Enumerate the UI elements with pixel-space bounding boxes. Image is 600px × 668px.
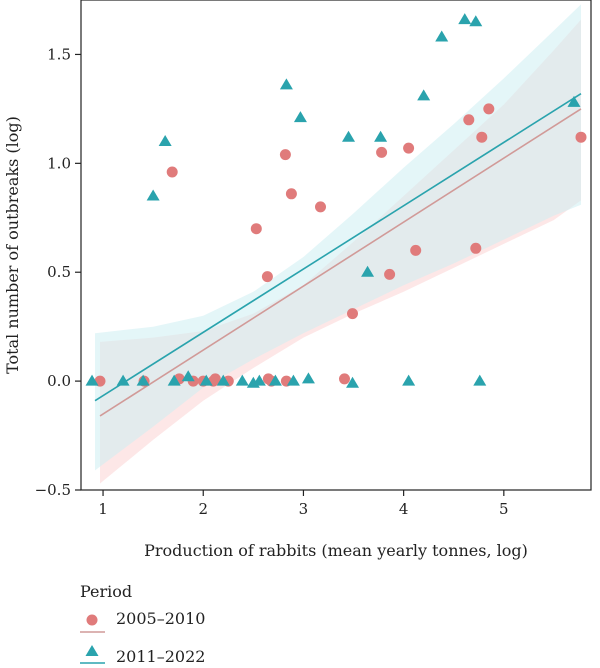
point-2011-2022: [458, 13, 472, 25]
point-2005-2010: [476, 131, 488, 143]
point-2011-2022: [199, 374, 213, 386]
y-tick-label: 0.5: [47, 263, 71, 281]
point-2005-2010: [315, 201, 326, 213]
point-2011-2022: [435, 30, 449, 42]
point-2005-2010: [339, 373, 350, 385]
point-2011-2022: [279, 78, 293, 90]
x-axis-title: Production of rabbits (mean yearly tonne…: [144, 541, 528, 560]
point-2011-2022: [374, 130, 388, 142]
point-2005-2010: [250, 223, 262, 235]
point-2011-2022: [116, 374, 130, 386]
point-2011-2022: [167, 374, 181, 386]
point-2011-2022: [286, 374, 300, 386]
point-2011-2022: [158, 135, 172, 147]
y-axis-title: Total number of outbreaks (log): [3, 116, 22, 374]
fit-lines: [94, 92, 582, 417]
point-2005-2010: [463, 114, 475, 126]
x-tick-label: 2: [198, 500, 208, 518]
legend-key-2011-2022: [80, 645, 105, 664]
point-2011-2022: [469, 15, 483, 27]
point-2005-2010: [483, 103, 495, 115]
point-2005-2010: [209, 373, 221, 385]
plot-frame: [80, 0, 592, 491]
point-2005-2010: [376, 146, 388, 158]
data-points: [85, 13, 587, 388]
point-2011-2022: [216, 374, 230, 386]
legend-marker-2011-2022: [85, 645, 99, 656]
point-2005-2010: [575, 131, 587, 143]
y-tick-label: −0.5: [35, 481, 71, 499]
x-tick-label: 3: [299, 500, 309, 518]
point-2011-2022: [301, 372, 315, 384]
point-2011-2022: [235, 374, 249, 386]
point-2011-2022: [473, 374, 487, 386]
fit-line-2005-2010: [99, 108, 582, 417]
y-tick-label: 0.0: [47, 372, 71, 390]
point-2011-2022: [567, 95, 581, 107]
point-2005-2010: [261, 271, 273, 283]
point-2005-2010: [384, 268, 396, 280]
point-2011-2022: [293, 111, 307, 123]
point-2011-2022: [402, 374, 416, 386]
confidence-band-2011-2022: [95, 4, 581, 471]
legend-label-2011-2022: 2011–2022: [116, 647, 205, 666]
point-2011-2022: [85, 374, 99, 386]
legend-key-2005-2010: [80, 614, 105, 633]
point-2005-2010: [347, 308, 358, 320]
point-2011-2022: [252, 374, 266, 386]
point-2005-2010: [403, 142, 415, 154]
point-2011-2022: [136, 374, 150, 386]
point-2011-2022: [346, 376, 360, 388]
point-2005-2010: [285, 188, 297, 200]
legend-marker-2005-2010: [86, 614, 98, 626]
x-axis: 1 2 3 4 5: [98, 490, 509, 518]
legend: Period 2005–2010 2011–2022: [80, 582, 205, 666]
point-2011-2022: [342, 130, 356, 142]
x-tick-label: 5: [499, 500, 509, 518]
point-2011-2022: [268, 374, 282, 386]
fit-line-2011-2022: [94, 92, 582, 402]
y-axis: −0.5 0.0 0.5 1.0 1.5: [35, 45, 81, 499]
point-2011-2022: [146, 189, 160, 201]
legend-title: Period: [80, 582, 132, 601]
point-2011-2022: [181, 370, 195, 382]
x-tick-label: 4: [399, 500, 409, 518]
legend-label-2005-2010: 2005–2010: [116, 609, 205, 628]
y-tick-label: 1.5: [47, 45, 71, 63]
point-2005-2010: [166, 166, 178, 178]
point-2005-2010: [470, 242, 482, 254]
point-2005-2010: [410, 244, 422, 256]
confidence-bands: [95, 4, 581, 484]
point-2011-2022: [417, 89, 431, 101]
x-tick-label: 1: [98, 500, 108, 518]
y-tick-label: 1.0: [47, 154, 71, 172]
point-2011-2022: [361, 265, 375, 277]
point-2005-2010: [279, 149, 291, 161]
